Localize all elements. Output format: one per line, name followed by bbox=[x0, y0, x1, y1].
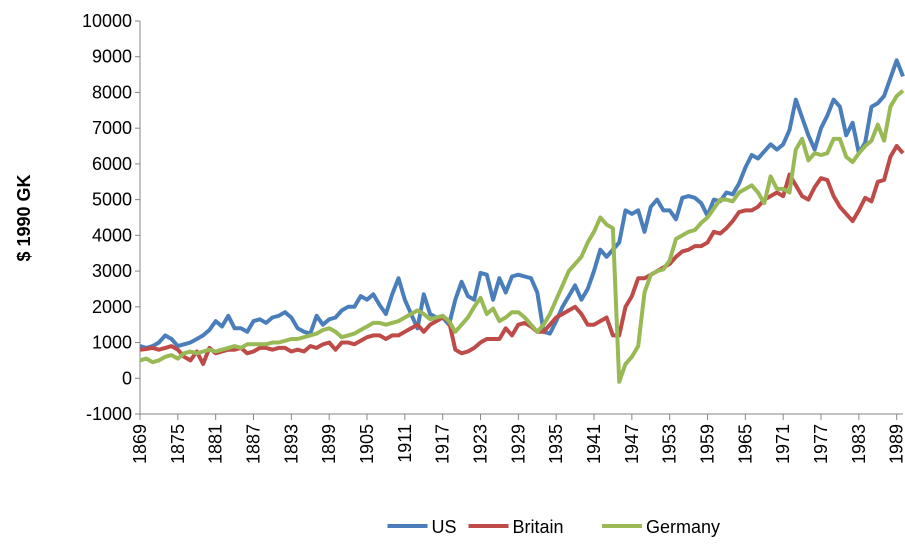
legend-label: Britain bbox=[513, 517, 564, 537]
x-tick-label: 1923 bbox=[471, 424, 491, 464]
series-line bbox=[139, 144, 905, 366]
x-tick-label: 1953 bbox=[660, 424, 680, 464]
x-tick-label: 1935 bbox=[546, 424, 566, 464]
legend-label: US bbox=[432, 517, 457, 537]
y-tick-label: 8000 bbox=[92, 82, 132, 102]
y-tick-label: 3000 bbox=[92, 261, 132, 281]
x-tick-label: 1941 bbox=[584, 424, 604, 464]
y-tick-label: 5000 bbox=[92, 190, 132, 210]
y-tick-label: 1000 bbox=[92, 333, 132, 353]
y-tick-label: 4000 bbox=[92, 225, 132, 245]
y-tick-label: 7000 bbox=[92, 118, 132, 138]
x-tick-label: 1959 bbox=[698, 424, 718, 464]
x-tick-label: 1893 bbox=[281, 424, 301, 464]
series-line bbox=[139, 58, 905, 350]
series-line bbox=[139, 89, 905, 384]
y-tick-label: 6000 bbox=[92, 154, 132, 174]
x-tick-label: 1947 bbox=[622, 424, 642, 464]
legend-label: Germany bbox=[646, 517, 720, 537]
x-tick-label: 1905 bbox=[357, 424, 377, 464]
x-tick-label: 1989 bbox=[887, 424, 905, 464]
x-tick-label: 1929 bbox=[508, 424, 528, 464]
y-axis-title: $ 1990 GK bbox=[14, 174, 34, 261]
x-tick-label: 1881 bbox=[206, 424, 226, 464]
x-tick-label: 1887 bbox=[244, 424, 264, 464]
x-tick-label: 1875 bbox=[168, 424, 188, 464]
x-tick-label: 1965 bbox=[735, 424, 755, 464]
y-tick-label: -1000 bbox=[86, 404, 132, 424]
y-tick-label: 2000 bbox=[92, 297, 132, 317]
y-tick-label: 9000 bbox=[92, 47, 132, 67]
x-tick-label: 1917 bbox=[433, 424, 453, 464]
x-tick-label: 1899 bbox=[319, 424, 339, 464]
y-tick-label: 0 bbox=[122, 368, 132, 388]
x-tick-label: 1869 bbox=[130, 424, 150, 464]
x-tick-label: 1977 bbox=[811, 424, 831, 464]
x-tick-label: 1911 bbox=[395, 424, 415, 463]
y-tick-label: 10000 bbox=[82, 11, 132, 31]
x-tick-label: 1983 bbox=[849, 424, 869, 464]
x-tick-label: 1971 bbox=[773, 424, 793, 464]
